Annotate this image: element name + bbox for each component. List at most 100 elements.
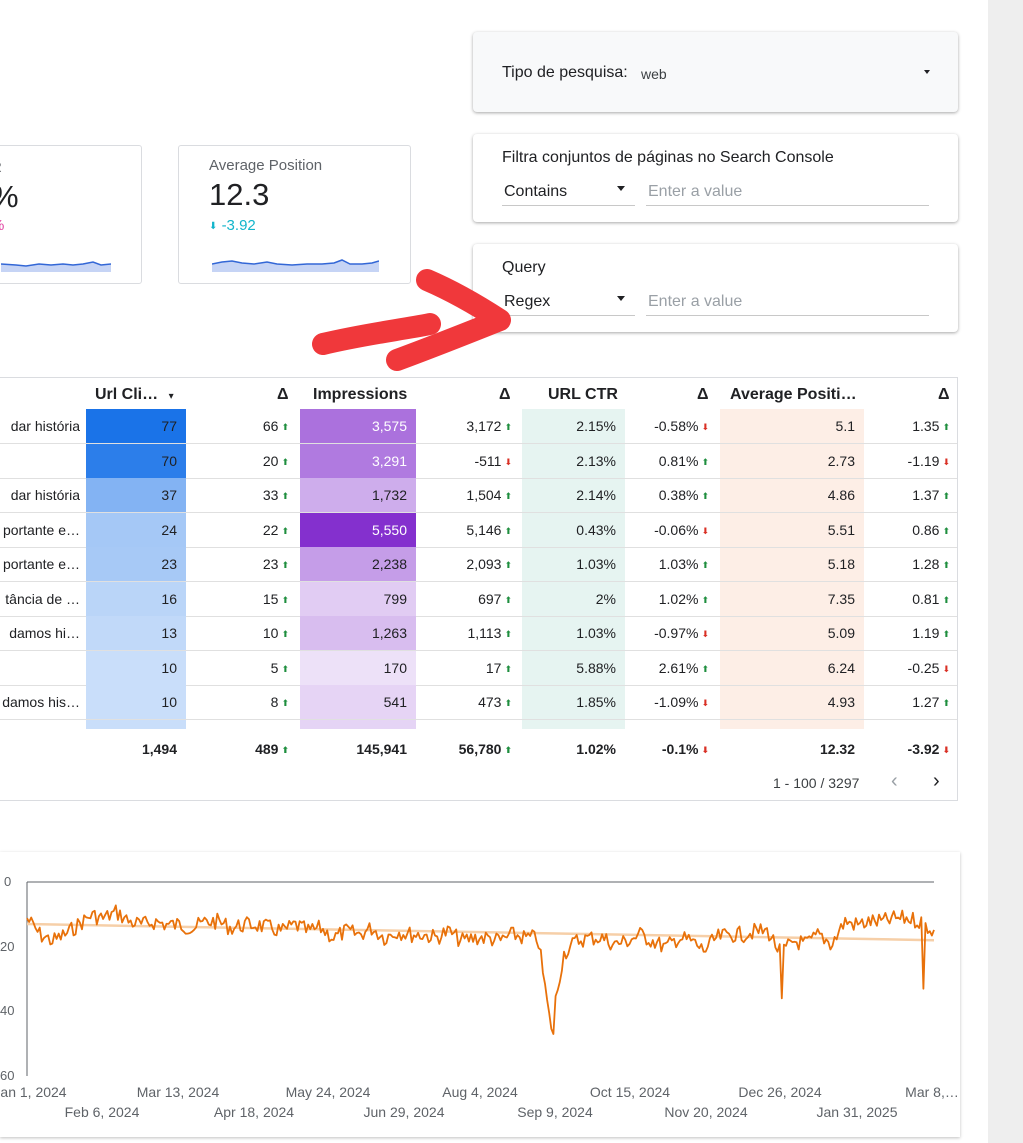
row-label: damos hi…	[9, 625, 80, 641]
delta-cell: -511 ⬇	[416, 444, 512, 478]
delta-value: 22	[262, 521, 279, 538]
delta-value: 1,504	[466, 487, 502, 503]
arrow-up-icon: ⬆	[942, 491, 950, 501]
impressions-cell: 1,263	[300, 616, 416, 650]
query-filter-input[interactable]	[646, 288, 929, 316]
position-cell: 5.51	[827, 521, 855, 538]
header-impressions-delta[interactable]: Δ	[499, 386, 511, 403]
page-filter-operator-select[interactable]: Contains	[502, 178, 635, 206]
delta-cell: 17 ⬆	[416, 651, 512, 685]
arrow-up-icon: ⬆	[281, 525, 289, 536]
clicks-cell: 10	[86, 650, 186, 685]
delta-value: 1.27	[912, 694, 940, 710]
delta-cell: 20 ⬆	[186, 444, 289, 478]
position-cell: 5.18	[827, 556, 855, 572]
delta-value: 473	[478, 694, 502, 710]
delta-cell: 22 ⬆	[186, 513, 289, 547]
arrow-up-icon: ⬆	[942, 560, 950, 570]
x-tick: Sep 9, 2024	[517, 1104, 593, 1120]
chart-plot	[26, 881, 935, 1076]
sparkline	[212, 259, 379, 272]
x-tick: Nov 20, 2024	[664, 1104, 748, 1120]
delta-value: 1.37	[912, 487, 940, 503]
arrow-up-icon: ⬆	[504, 525, 512, 536]
x-tick: May 24, 2024	[285, 1084, 371, 1100]
page-filter-operator-value: Contains	[504, 183, 568, 200]
arrow-down-icon: ⬇	[942, 663, 950, 674]
delta-cell: 33 ⬆	[186, 478, 289, 512]
clicks-cell: 77	[86, 409, 186, 443]
arrow-up-icon: ⬆	[942, 594, 950, 605]
y-tick: 60	[0, 1068, 15, 1083]
x-tick: Feb 6, 2024	[64, 1104, 140, 1120]
delta-value: 10	[262, 625, 279, 641]
arrow-up-icon: ⬆	[701, 663, 709, 674]
ctr-cell: 2%	[595, 590, 616, 607]
ctr-cell: 2.13%	[576, 452, 616, 469]
delta-value: -1.19	[907, 452, 940, 469]
position-cell: 7.35	[827, 590, 855, 607]
header-clicks-delta[interactable]: Δ	[277, 386, 289, 403]
delta-value: -3.92	[907, 741, 940, 757]
header-position-delta[interactable]: Δ	[938, 386, 950, 403]
impressions-cell: 5,550	[300, 512, 416, 547]
row-divider	[0, 650, 957, 651]
next-page-button[interactable]: ›	[933, 770, 940, 792]
delta-cell: -0.58% ⬇	[625, 409, 709, 443]
x-tick: Jan 1, 2024	[0, 1084, 67, 1100]
x-tick: Mar 13, 2024	[136, 1084, 220, 1100]
delta-cell: 1.28 ⬆	[864, 547, 950, 581]
header-average-position[interactable]: Average Positi…	[730, 386, 857, 403]
x-tick: Apr 18, 2024	[213, 1104, 295, 1120]
query-filter-operator-select[interactable]: Regex	[502, 288, 635, 316]
search-type-dropdown[interactable]: Tipo de pesquisa: web	[473, 32, 958, 112]
header-url-ctr[interactable]: URL CTR	[548, 386, 618, 403]
query-filter-operator-value: Regex	[504, 293, 551, 310]
delta-cell: -0.06% ⬇	[625, 513, 709, 547]
x-tick: Oct 15, 2024	[589, 1084, 671, 1100]
header-url-clicks[interactable]: Url Cli… ▾	[95, 386, 174, 404]
delta-value: 0.86	[912, 521, 940, 538]
delta-value: 489	[255, 741, 279, 757]
delta-cell: 5,146 ⬆	[416, 513, 512, 547]
red-arrow-annotation	[312, 269, 511, 371]
delta-value: 2,093	[466, 556, 502, 572]
y-tick: 0	[4, 874, 12, 889]
scorecard-value: 12.3	[209, 177, 270, 212]
impressions-cell: 170	[300, 650, 416, 685]
header-impressions[interactable]: Impressions	[313, 386, 408, 403]
ctr-column-bg	[522, 409, 625, 729]
delta-cell: 5 ⬆	[186, 651, 289, 685]
arrow-up-icon: ⬆	[942, 422, 950, 432]
delta-value: -0.58%	[654, 418, 699, 434]
row-divider	[0, 719, 957, 720]
y-tick: 20	[0, 939, 15, 954]
row-divider	[0, 443, 957, 444]
scorecard-value: %	[0, 179, 19, 215]
arrow-up-icon: ⬆	[504, 422, 512, 432]
delta-cell: 0.38% ⬆	[625, 478, 709, 512]
delta-value: 20	[262, 452, 279, 469]
scorecard-delta-value: -3.92	[221, 217, 256, 234]
delta-cell: 489 ⬆	[186, 732, 289, 766]
page-filter-input[interactable]	[646, 178, 929, 206]
delta-value: -1.09%	[654, 694, 699, 710]
delta-cell: -0.97% ⬇	[625, 616, 709, 650]
row-label: portante e…	[2, 521, 80, 538]
position-cell: 2.73	[827, 452, 855, 469]
header-ctr-delta[interactable]: Δ	[697, 386, 709, 403]
sparkline	[1, 261, 111, 272]
row-divider	[0, 546, 957, 548]
arrow-up-icon: ⬆	[504, 745, 512, 755]
arrow-up-icon: ⬆	[701, 456, 709, 467]
prev-page-button[interactable]: ‹	[891, 770, 898, 792]
delta-cell: -3.92 ⬇	[864, 732, 950, 766]
delta-cell: 697 ⬆	[416, 582, 512, 616]
arrow-up-icon: ⬆	[281, 422, 289, 432]
arrow-up-icon: ⬆	[942, 698, 950, 708]
arrow-down-icon: ⬇	[701, 745, 709, 755]
scorecard-label: R	[0, 159, 2, 176]
scorecard-average-position: Average Position 12.3 ⬇ -3.92	[178, 145, 411, 284]
impressions-cell-partial	[300, 719, 416, 729]
delta-value: -511	[474, 452, 502, 469]
